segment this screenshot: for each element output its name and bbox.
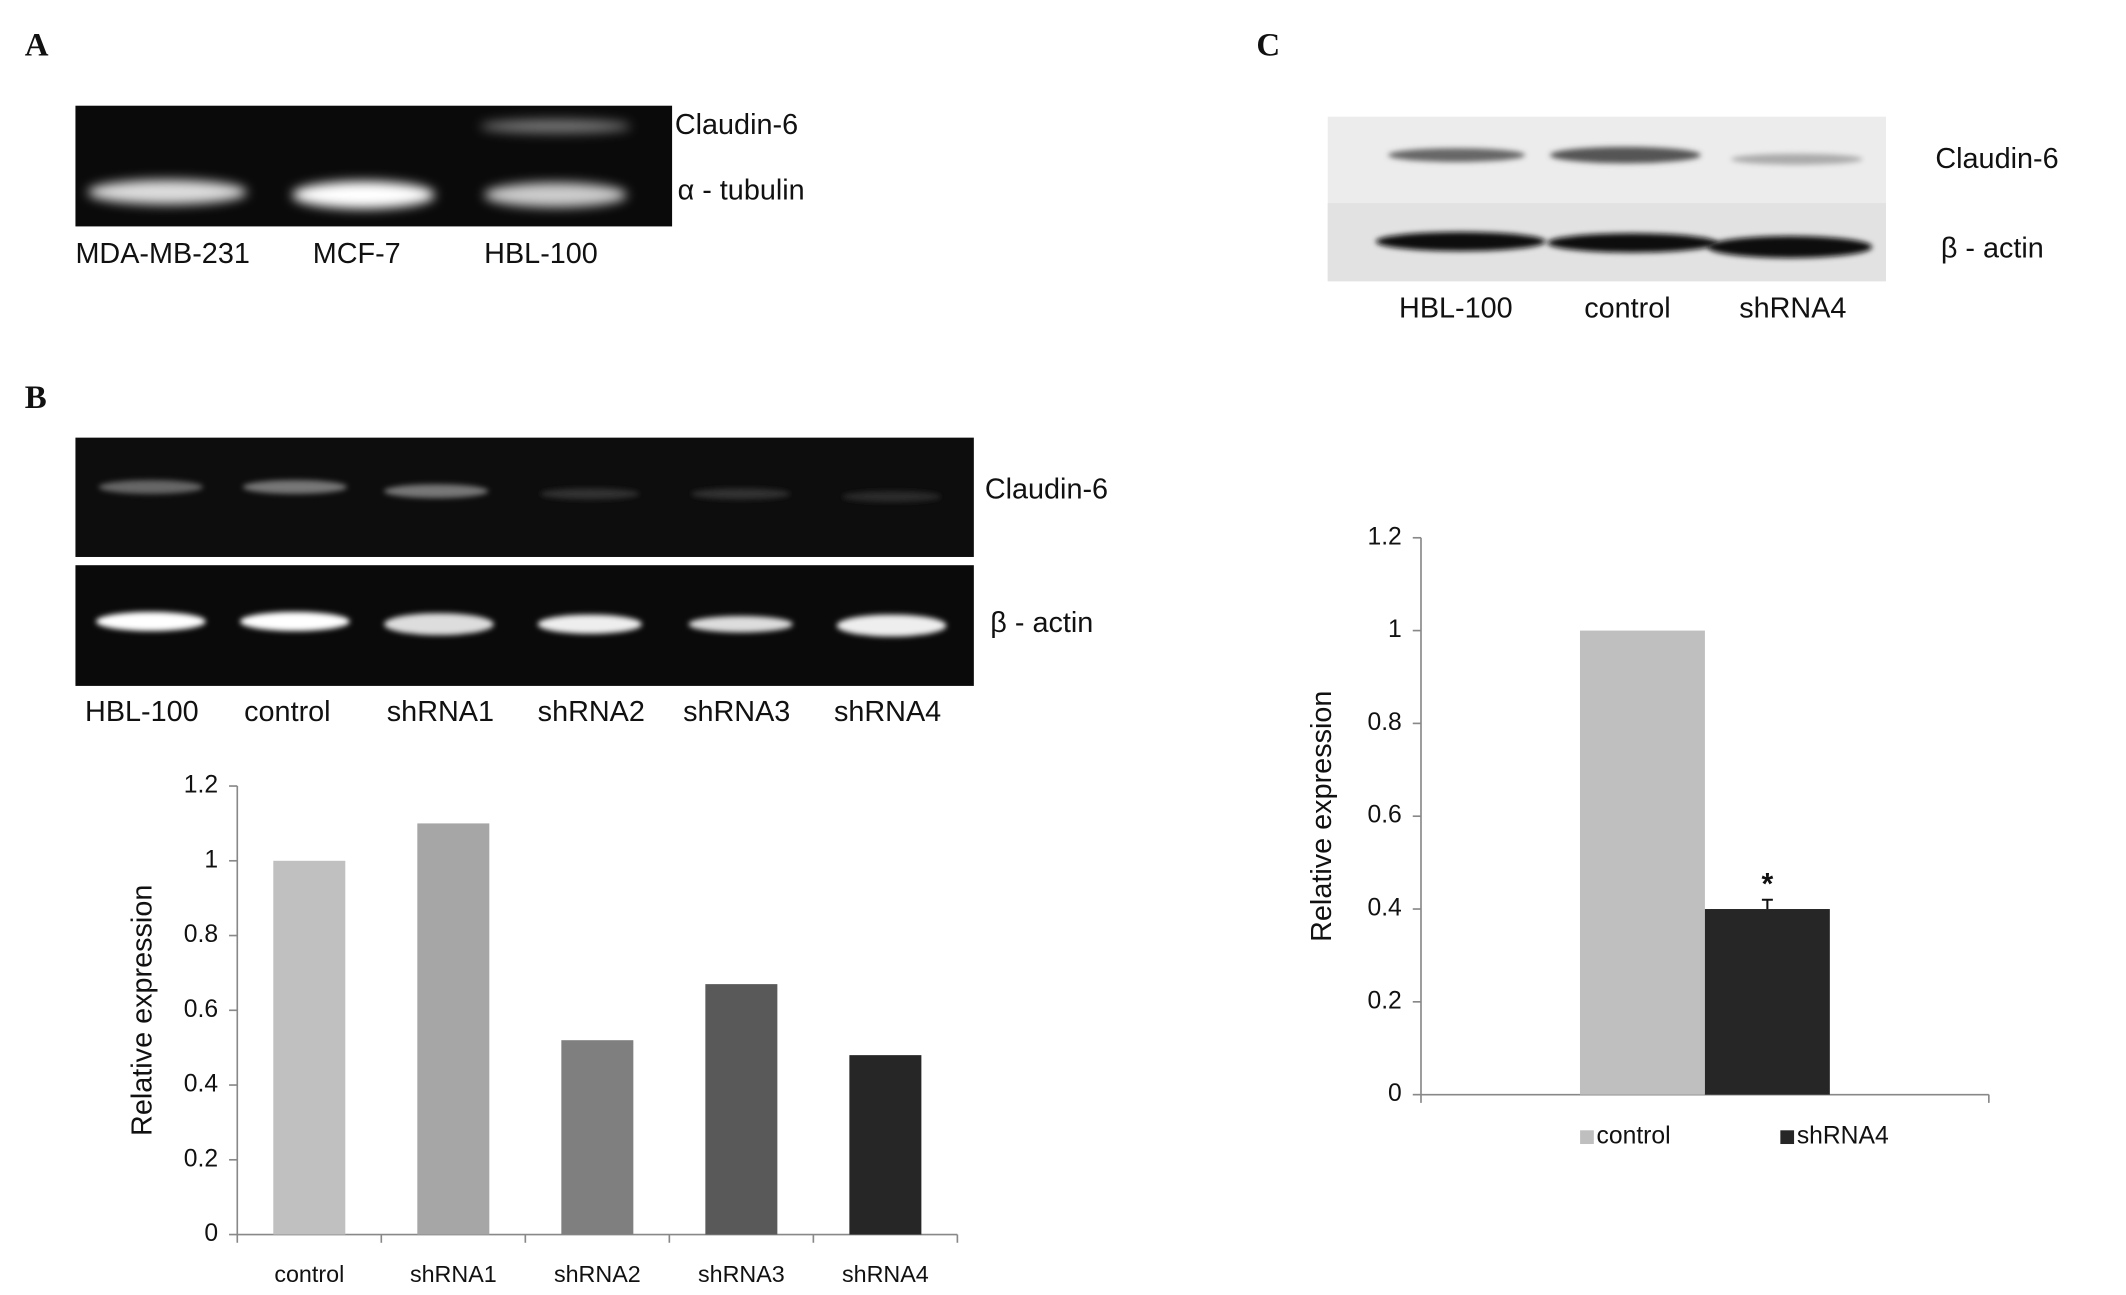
y-tick-label: 0.8	[1367, 709, 1401, 736]
panel-label: C	[1256, 28, 1280, 64]
y-tick-label: 1.2	[184, 772, 218, 799]
y-axis-label: Relative expression	[127, 885, 159, 1136]
band-label: Claudin-6	[1935, 143, 2058, 175]
panel-label: B	[25, 380, 47, 416]
panel-label: A	[25, 28, 49, 64]
bar	[849, 1055, 922, 1235]
lane-label: MCF-7	[313, 238, 401, 270]
lane-label: MDA-MB-231	[75, 238, 249, 270]
y-tick-label: 0.8	[184, 921, 218, 948]
band-label: Claudin-6	[675, 109, 798, 141]
lane-label: control	[1584, 293, 1670, 325]
gel-image	[75, 437, 974, 686]
band-label: β - actin	[1941, 232, 2044, 264]
band-label: Claudin-6	[985, 474, 1108, 506]
lane-label: HBL-100	[1399, 293, 1513, 325]
y-tick-label: 1	[204, 846, 218, 873]
x-tick-label: shRNA2	[554, 1261, 641, 1287]
x-tick-label: control	[274, 1261, 344, 1287]
band-label: α - tubulin	[678, 175, 805, 207]
lane-label: HBL-100	[85, 696, 199, 728]
y-tick-label: 0.4	[1367, 895, 1401, 922]
bar	[1704, 909, 1830, 1095]
lane-label: shRNA1	[387, 696, 494, 728]
lane-label: shRNA3	[683, 696, 790, 728]
lane-label: HBL-100	[484, 238, 598, 270]
bar	[705, 984, 778, 1235]
bar	[417, 823, 490, 1235]
legend-label: shRNA4	[1797, 1123, 1889, 1150]
y-tick-label: 1.2	[1367, 523, 1401, 550]
error-bar	[1761, 898, 1773, 910]
y-tick-label: 0.2	[1367, 987, 1401, 1014]
y-axis-label: Relative expression	[1306, 691, 1338, 942]
bar	[561, 1040, 634, 1235]
lane-label: shRNA4	[1739, 293, 1846, 325]
y-tick-label: 0.6	[1367, 802, 1401, 829]
y-tick-label: 1	[1388, 616, 1402, 643]
blot-image	[1327, 116, 1886, 282]
y-tick-label: 0.4	[184, 1071, 218, 1098]
annotation: *	[1762, 868, 1774, 901]
y-tick-label: 0	[1388, 1080, 1402, 1107]
y-tick-label: 0.2	[184, 1145, 218, 1172]
x-tick-label: shRNA3	[698, 1261, 785, 1287]
lane-label: shRNA2	[538, 696, 645, 728]
x-tick-label: shRNA4	[842, 1261, 929, 1287]
x-tick-label: shRNA1	[410, 1261, 497, 1287]
legend-label: control	[1597, 1123, 1671, 1150]
gel-image	[75, 105, 673, 227]
lane-label: shRNA4	[834, 696, 941, 728]
bar	[1579, 630, 1705, 1095]
bar	[273, 860, 346, 1235]
y-tick-label: 0.6	[184, 996, 218, 1023]
y-tick-label: 0	[204, 1220, 218, 1247]
lane-label: control	[244, 696, 330, 728]
legend-swatch	[1780, 1130, 1795, 1145]
legend-swatch	[1580, 1130, 1594, 1145]
band-label: β - actin	[990, 607, 1093, 639]
